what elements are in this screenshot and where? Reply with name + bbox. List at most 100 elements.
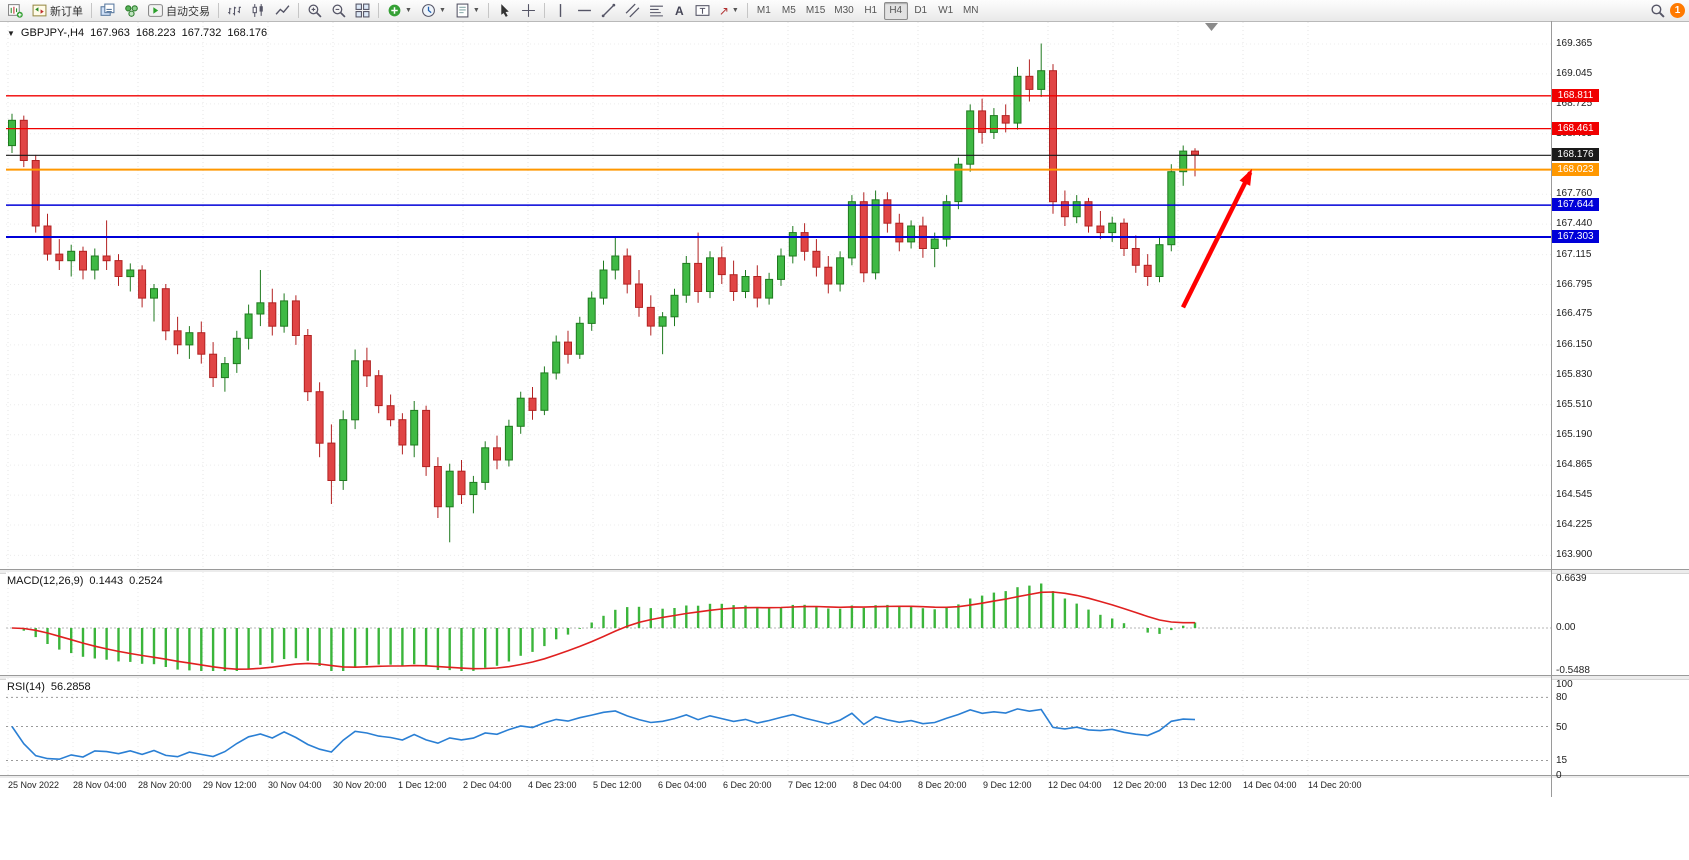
rsi-scale-label: 0 bbox=[1556, 770, 1562, 781]
timeframe-m15-button[interactable]: M15 bbox=[802, 2, 829, 20]
timeframe-h1-button[interactable]: H1 bbox=[859, 2, 883, 20]
price-axis-separator bbox=[1551, 21, 1552, 797]
toolbar: 新订单 自动交易 ▼ ▼ ▼ bbox=[0, 0, 1689, 22]
chevron-down-icon: ▼ bbox=[731, 7, 739, 14]
time-axis-separator bbox=[0, 775, 1689, 778]
market-watch-icon bbox=[100, 3, 115, 16]
cursor-button[interactable] bbox=[493, 2, 516, 20]
timeframe-h4-button[interactable]: H4 bbox=[883, 1, 908, 20]
time-axis-label[interactable]: 12 Dec 04:00 bbox=[1048, 780, 1102, 790]
navigator-button[interactable] bbox=[120, 2, 143, 20]
market-watch-button[interactable] bbox=[96, 2, 119, 20]
bar-chart-button[interactable] bbox=[223, 2, 246, 20]
time-axis-label[interactable]: 30 Nov 04:00 bbox=[268, 780, 322, 790]
candles bbox=[8, 43, 1199, 543]
trendline-button[interactable] bbox=[597, 2, 620, 20]
price-tag-167.644: 167.644 bbox=[1552, 198, 1599, 211]
vertical-line-button[interactable] bbox=[549, 2, 572, 20]
time-axis-label[interactable]: 14 Dec 04:00 bbox=[1243, 780, 1297, 790]
trendline-icon bbox=[601, 3, 616, 18]
macd-label: MACD(12,26,9) 0.1443 0.2524 bbox=[7, 575, 163, 587]
time-axis-label[interactable]: 9 Dec 12:00 bbox=[983, 780, 1032, 790]
macd-histogram bbox=[22, 583, 1197, 671]
time-axis-label[interactable]: 5 Dec 12:00 bbox=[593, 780, 642, 790]
new-order-icon bbox=[32, 4, 47, 17]
toolbar-separator bbox=[298, 3, 299, 18]
collapse-ohlc-icon[interactable]: ▼ bbox=[7, 28, 15, 38]
chevron-down-icon: ▼ bbox=[438, 7, 446, 14]
time-axis-label[interactable]: 28 Nov 20:00 bbox=[138, 780, 192, 790]
timeframe-m5-button[interactable]: M5 bbox=[777, 2, 801, 20]
new-order-button[interactable]: 新订单 bbox=[28, 2, 87, 20]
macd-scale-label: 0.00 bbox=[1556, 622, 1576, 633]
price-axis-label: 164.545 bbox=[1556, 489, 1593, 500]
time-axis-label[interactable]: 7 Dec 12:00 bbox=[788, 780, 837, 790]
indicators-icon bbox=[388, 4, 401, 17]
auto-trading-button[interactable]: 自动交易 bbox=[144, 2, 214, 20]
timeframe-m30-button[interactable]: M30 bbox=[830, 2, 857, 20]
close-value: 168.176 bbox=[227, 27, 268, 39]
channel-button[interactable] bbox=[621, 2, 644, 20]
fibonacci-button[interactable] bbox=[645, 2, 668, 20]
time-axis-label[interactable]: 28 Nov 04:00 bbox=[73, 780, 127, 790]
time-axis-label[interactable]: 13 Dec 12:00 bbox=[1178, 780, 1232, 790]
zoom-in-button[interactable] bbox=[303, 2, 326, 20]
chart-shift-marker[interactable] bbox=[1205, 23, 1218, 31]
time-axis-label[interactable]: 8 Dec 04:00 bbox=[853, 780, 902, 790]
periods-button[interactable]: ▼ bbox=[417, 2, 450, 20]
time-axis-label[interactable]: 4 Dec 23:00 bbox=[528, 780, 577, 790]
search-button[interactable] bbox=[1646, 2, 1669, 20]
timeframe-mn-button[interactable]: MN bbox=[959, 2, 983, 20]
cursor-icon bbox=[501, 4, 509, 17]
time-axis-label[interactable]: 1 Dec 12:00 bbox=[398, 780, 447, 790]
clock-icon bbox=[422, 4, 435, 17]
timeframe-m1-button[interactable]: M1 bbox=[752, 2, 776, 20]
rsi-label: RSI(14) 56.2858 bbox=[7, 681, 91, 693]
time-axis-label[interactable]: 8 Dec 20:00 bbox=[918, 780, 967, 790]
text-button[interactable]: A bbox=[669, 2, 690, 20]
toolbar-separator bbox=[543, 3, 545, 18]
text-tool-icon: A bbox=[674, 3, 684, 18]
tile-windows-icon bbox=[355, 3, 370, 18]
rsi-scale-label: 80 bbox=[1556, 692, 1568, 703]
crosshair-button[interactable] bbox=[517, 2, 540, 20]
price-axis-label: 166.150 bbox=[1556, 339, 1593, 350]
new-order-label: 新订单 bbox=[50, 5, 83, 18]
template-icon bbox=[456, 3, 469, 18]
macd-panel[interactable] bbox=[6, 572, 1551, 675]
time-axis-label[interactable]: 30 Nov 20:00 bbox=[333, 780, 387, 790]
timeframe-d1-button[interactable]: D1 bbox=[909, 2, 933, 20]
time-axis-label[interactable]: 29 Nov 12:00 bbox=[203, 780, 257, 790]
zoom-out-button[interactable] bbox=[327, 2, 350, 20]
chevron-down-icon: ▼ bbox=[472, 7, 480, 14]
templates-button[interactable]: ▼ bbox=[451, 2, 484, 20]
price-chart[interactable] bbox=[6, 22, 1551, 569]
rsi-name: RSI(14) bbox=[7, 681, 45, 693]
time-axis-label[interactable]: 14 Dec 20:00 bbox=[1308, 780, 1362, 790]
time-axis-label[interactable]: 25 Nov 2022 bbox=[8, 780, 60, 790]
time-axis-label[interactable]: 2 Dec 04:00 bbox=[463, 780, 512, 790]
toolbar-separator bbox=[487, 3, 489, 18]
horizontal-line-button[interactable] bbox=[573, 2, 596, 20]
price-axis-label: 169.045 bbox=[1556, 68, 1593, 79]
line-chart-button[interactable] bbox=[271, 2, 294, 20]
symbol-period-label: GBPJPY-,H4 bbox=[20, 27, 85, 39]
time-axis-label[interactable]: 12 Dec 20:00 bbox=[1113, 780, 1167, 790]
price-tag-168.176: 168.176 bbox=[1552, 148, 1599, 161]
text-label-icon bbox=[695, 5, 710, 16]
timeframe-w1-button[interactable]: W1 bbox=[934, 2, 958, 20]
time-axis-label[interactable]: 6 Dec 20:00 bbox=[723, 780, 772, 790]
price-axis-label: 163.900 bbox=[1556, 549, 1593, 560]
indicators-button[interactable]: ▼ bbox=[383, 2, 416, 20]
notification-badge[interactable]: 1 bbox=[1670, 3, 1685, 18]
tile-windows-button[interactable] bbox=[351, 2, 374, 20]
time-axis-label[interactable]: 6 Dec 04:00 bbox=[658, 780, 707, 790]
search-icon bbox=[1651, 4, 1665, 18]
price-axis-label: 169.365 bbox=[1556, 38, 1593, 49]
trend-arrow[interactable] bbox=[1180, 171, 1253, 309]
arrows-button[interactable]: ↗ ▼ bbox=[715, 2, 743, 20]
new-chart-button[interactable] bbox=[4, 2, 27, 20]
text-label-button[interactable] bbox=[691, 2, 714, 20]
rsi-panel[interactable] bbox=[6, 678, 1551, 775]
candlestick-chart-button[interactable] bbox=[247, 2, 270, 20]
